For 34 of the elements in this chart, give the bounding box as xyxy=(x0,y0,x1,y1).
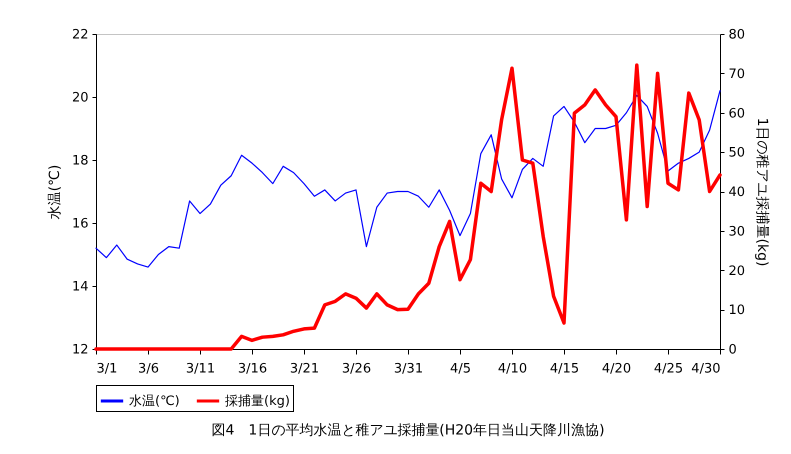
y2-tick-label: 20 xyxy=(728,264,746,279)
x-tick-label: 3/11 xyxy=(186,362,216,376)
y2-tick-label: 0 xyxy=(728,342,737,358)
y-tick-label: 16 xyxy=(72,216,88,232)
y-tick-label: 14 xyxy=(72,280,88,294)
line-series xyxy=(95,90,721,268)
y-tick-label: 12 xyxy=(72,342,88,358)
y-tick-label: 20 xyxy=(72,90,88,106)
x-tick-label: 4/25 xyxy=(654,362,684,376)
legend-label: 採捕量(kg) xyxy=(225,394,290,409)
x-tick-label: 4/10 xyxy=(498,362,528,376)
y2-tick-label: 80 xyxy=(728,28,746,42)
x-tick-label: 3/26 xyxy=(342,362,372,376)
y2-tick-label: 50 xyxy=(728,146,746,161)
x-tick-label: 3/1 xyxy=(96,362,118,376)
x-tick-label: 4/20 xyxy=(602,362,632,376)
y2-tick-label: 10 xyxy=(728,303,746,318)
y-tick-label: 18 xyxy=(72,154,88,168)
y-axis-title: 水温(℃) xyxy=(46,164,63,220)
x-tick-label: 3/16 xyxy=(238,362,268,376)
x-tick-label: 3/6 xyxy=(138,362,159,376)
y-tick-label: 22 xyxy=(72,28,88,42)
x-tick-label: 3/31 xyxy=(394,362,424,376)
text: 図4 1日の平均水温と稚アユ採捕量(H20年日当山天降川漁協) xyxy=(211,422,605,438)
legend-label: 水温(℃) xyxy=(129,394,180,409)
x-tick-label: 4/30 xyxy=(691,362,720,376)
x-tick-label: 4/5 xyxy=(450,362,471,376)
y2-tick-label: 60 xyxy=(728,106,746,122)
y2-tick-label: 70 xyxy=(728,66,746,82)
y2-tick-label: 40 xyxy=(728,185,746,200)
y2-axis-title: 1日の稚アユ採捕量(kg) xyxy=(754,118,770,266)
x-tick-label: 3/21 xyxy=(290,362,320,376)
x-tick-label: 4/15 xyxy=(550,362,580,376)
y2-tick-label: 30 xyxy=(728,224,746,240)
